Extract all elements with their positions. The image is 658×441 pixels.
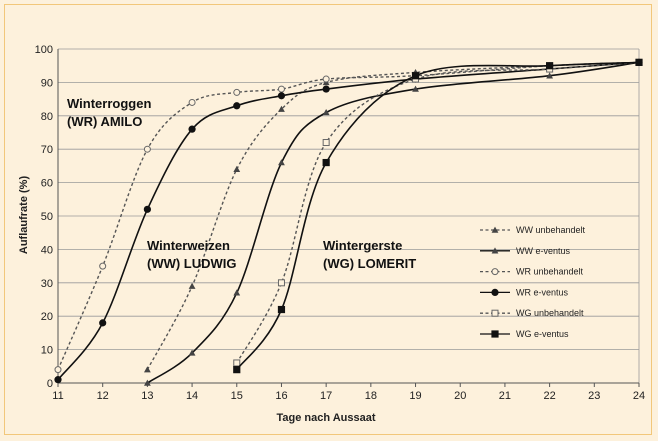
y-tick-70: 70 xyxy=(41,144,53,156)
legend-marker-2 xyxy=(491,268,499,276)
legend-label-0: WW unbehandelt xyxy=(516,225,586,235)
series-2-line xyxy=(57,61,640,370)
series-lines xyxy=(54,58,643,386)
x-tick-20: 20 xyxy=(454,390,466,402)
series-3-point-0 xyxy=(54,376,62,384)
series-4-point-2 xyxy=(322,139,330,147)
series-2-point-5 xyxy=(277,85,285,93)
series-5-point-5 xyxy=(635,58,643,66)
x-tick-14: 14 xyxy=(186,390,198,402)
x-tick-23: 23 xyxy=(588,390,600,402)
series-1-point-3 xyxy=(278,159,285,166)
annotation-ww-line2: (WW) LUDWIG xyxy=(147,256,237,271)
grid-lines xyxy=(58,48,639,384)
x-tick-13: 13 xyxy=(141,390,153,402)
x-tick-24: 24 xyxy=(633,390,645,402)
x-tick-16: 16 xyxy=(275,390,287,402)
legend-marker-1 xyxy=(491,247,499,254)
x-axis-label: Tage nach Aussaat xyxy=(276,412,375,424)
legend-label-1: WW e-ventus xyxy=(516,246,571,256)
series-1-point-2 xyxy=(233,289,241,296)
series-4-point-0 xyxy=(233,359,241,367)
series-4-point-1 xyxy=(277,279,285,287)
legend-marker-0 xyxy=(491,226,499,233)
series-2-point-4 xyxy=(233,88,241,96)
legend-marker-4 xyxy=(491,309,499,317)
annotation-wg-line1: Wintergerste xyxy=(323,238,402,253)
series-3-point-3 xyxy=(188,125,196,133)
y-tick-90: 90 xyxy=(41,77,53,89)
series-2-point-6 xyxy=(322,75,330,83)
series-1-point-6 xyxy=(546,72,554,79)
series-5-point-2 xyxy=(322,158,330,167)
y-tick-100: 100 xyxy=(35,44,53,56)
series-5-point-0 xyxy=(233,366,241,374)
legend-label-2: WR unbehandelt xyxy=(516,267,584,277)
x-tick-21: 21 xyxy=(499,390,511,402)
series-2-point-0 xyxy=(54,366,62,374)
series-3-line xyxy=(57,61,640,381)
y-tick-50: 50 xyxy=(41,211,53,223)
series-2-point-2 xyxy=(143,145,151,153)
series-2-point-3 xyxy=(188,98,196,106)
series-0-line xyxy=(146,61,640,370)
annotation-wg-line2: (WG) LOMERIT xyxy=(323,256,416,271)
legend: WW unbehandelt WW e-ventus WR unbehandelt W… xyxy=(480,225,586,339)
series-0-point-3 xyxy=(278,105,285,112)
series-1-point-1 xyxy=(188,349,196,356)
y-tick-0: 0 xyxy=(47,378,53,390)
series-1-point-4 xyxy=(322,109,330,116)
series-1-point-5 xyxy=(412,85,419,92)
annotation-wr-line1: Winterroggen xyxy=(67,96,151,111)
series-3-point-5 xyxy=(277,92,286,100)
legend-label-5: WG e-ventus xyxy=(516,329,569,339)
series-1-line xyxy=(146,61,640,384)
annotation-wr-line2: (WR) AMILO xyxy=(67,114,142,129)
y-tick-40: 40 xyxy=(41,244,53,256)
chart-frame: 0 10 20 30 40 50 60 70 80 90 100 11 12 13 14 15 16 17 18 19… xyxy=(4,4,652,435)
y-tick-60: 60 xyxy=(41,178,53,190)
series-5-point-1 xyxy=(277,305,286,314)
x-tick-12: 12 xyxy=(97,390,109,402)
series-2-point-1 xyxy=(99,262,107,270)
series-3-point-6 xyxy=(322,85,330,93)
y-tick-80: 80 xyxy=(41,111,53,123)
legend-marker-5 xyxy=(491,330,499,338)
legend-label-4: WG unbehandelt xyxy=(516,308,584,318)
legend-marker-3 xyxy=(491,288,499,296)
series-3-point-4 xyxy=(233,102,241,110)
y-tick-20: 20 xyxy=(41,311,53,323)
axes xyxy=(57,49,640,387)
x-tick-15: 15 xyxy=(231,390,243,402)
legend-label-3: WR e-ventus xyxy=(516,287,569,297)
series-1-point-0 xyxy=(143,379,151,386)
series-3-point-1 xyxy=(99,319,107,327)
x-tick-18: 18 xyxy=(365,390,377,402)
series-5-point-3 xyxy=(411,72,420,80)
y-tick-30: 30 xyxy=(41,278,53,290)
y-tick-10: 10 xyxy=(41,345,53,357)
series-3-point-2 xyxy=(143,205,151,213)
series-0-point-1 xyxy=(188,282,196,289)
y-axis-label: Auflaufrate (%) xyxy=(18,176,30,255)
annotations: Winterroggen (WR) AMILO Winterweizen (WW… xyxy=(67,96,416,271)
series-0-point-2 xyxy=(233,165,241,172)
series-0-point-0 xyxy=(143,366,151,373)
x-tick-19: 19 xyxy=(409,390,421,402)
emergence-chart: 0 10 20 30 40 50 60 70 80 90 100 11 12 13 14 15 16 17 18 19… xyxy=(18,44,645,424)
annotation-ww-line1: Winterweizen xyxy=(147,238,230,253)
x-tick-17: 17 xyxy=(320,390,332,402)
x-tick-22: 22 xyxy=(543,390,555,402)
x-tick-11: 11 xyxy=(52,390,63,402)
tick-labels: 0 10 20 30 40 50 60 70 80 90 100 11 12 13 14 15 16 17 18 19… xyxy=(35,44,645,402)
series-5-point-4 xyxy=(546,62,554,70)
